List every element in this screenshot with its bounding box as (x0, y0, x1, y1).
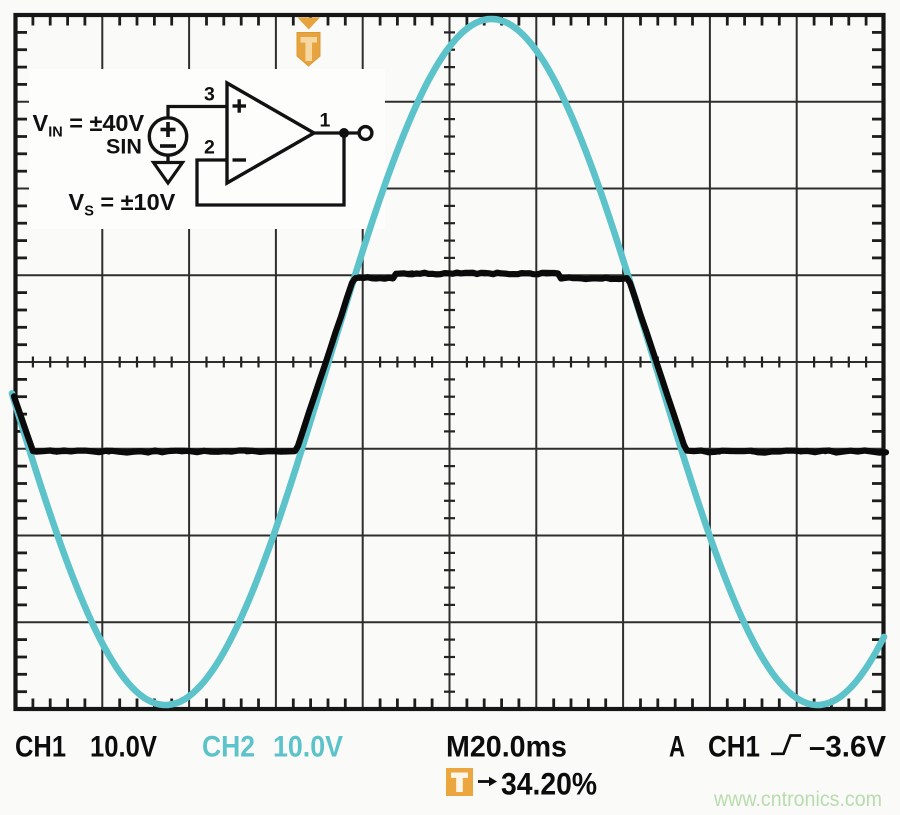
svg-text:VIN = ±40V: VIN = ±40V (33, 110, 145, 141)
svg-text:2: 2 (204, 137, 215, 159)
svg-text:10.0V: 10.0V (273, 731, 343, 764)
svg-text:10.0V: 10.0V (90, 731, 157, 764)
svg-text:CH2: CH2 (202, 731, 255, 764)
svg-text:–3.6V: –3.6V (809, 731, 886, 764)
svg-text:3: 3 (204, 84, 215, 106)
svg-text:SIN: SIN (106, 135, 142, 159)
svg-text:1: 1 (320, 110, 331, 132)
svg-text:CH1: CH1 (15, 731, 66, 764)
svg-text:www.cntronics.com: www.cntronics.com (713, 788, 882, 811)
svg-text:CH1: CH1 (708, 731, 760, 764)
svg-text:34.20%: 34.20% (501, 766, 597, 802)
svg-text:M20.0ms: M20.0ms (446, 731, 567, 764)
svg-text:A: A (669, 731, 685, 764)
